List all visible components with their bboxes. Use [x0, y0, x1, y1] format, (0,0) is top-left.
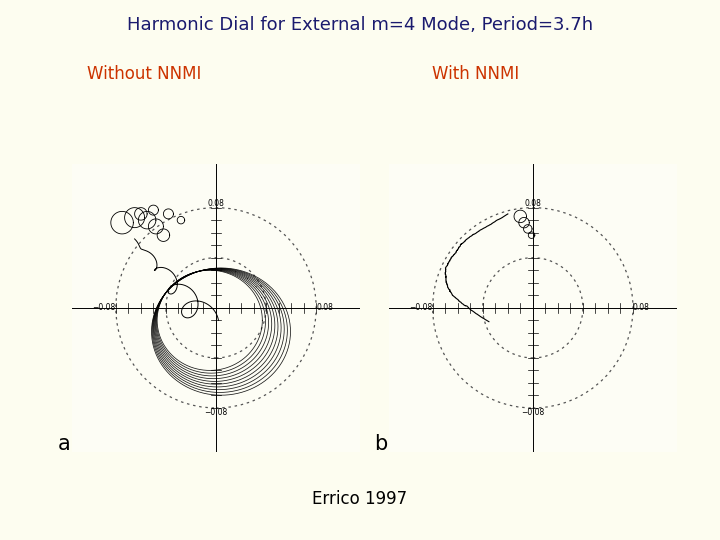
Text: −0.08: −0.08: [93, 303, 116, 312]
Text: b: b: [374, 434, 387, 454]
Text: 0.08: 0.08: [524, 199, 541, 207]
Text: Without NNMI: Without NNMI: [87, 65, 201, 83]
Text: −0.08: −0.08: [410, 303, 433, 312]
Text: a: a: [58, 434, 71, 454]
Text: Errico 1997: Errico 1997: [312, 490, 408, 508]
Text: Harmonic Dial for External m=4 Mode, Period=3.7h: Harmonic Dial for External m=4 Mode, Per…: [127, 16, 593, 34]
Text: −0.08: −0.08: [204, 408, 228, 417]
Text: With NNMI: With NNMI: [431, 65, 519, 83]
Text: 0.08: 0.08: [207, 199, 225, 207]
Text: 0.08: 0.08: [316, 303, 333, 312]
Text: −0.08: −0.08: [521, 408, 544, 417]
Text: 0.08: 0.08: [633, 303, 650, 312]
